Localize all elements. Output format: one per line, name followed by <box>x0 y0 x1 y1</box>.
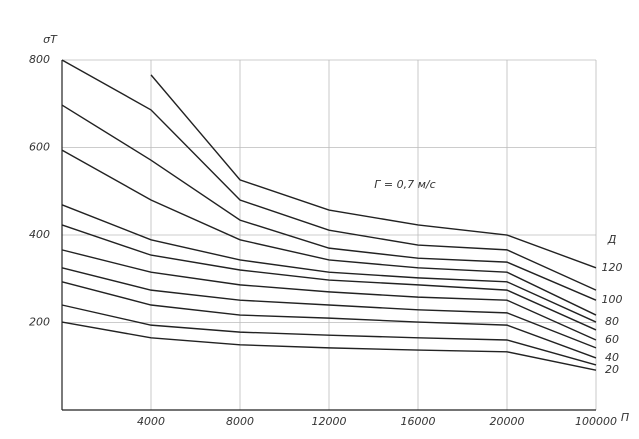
series-label: 60 <box>605 333 619 346</box>
y-tick-label: 600 <box>29 141 50 154</box>
series-label: 20 <box>605 363 619 376</box>
y-tick-label: 400 <box>29 228 50 241</box>
x-axis-label: П <box>621 411 629 424</box>
line-series <box>61 104 597 301</box>
y-tick-label: 800 <box>29 53 50 66</box>
line-series <box>61 224 597 331</box>
x-tick-label: 4000 <box>137 415 165 428</box>
series-label: 100 <box>602 293 623 306</box>
line-series <box>150 74 597 269</box>
x-tick-label: 8000 <box>226 415 254 428</box>
x-tick-label: 20000 <box>490 415 525 428</box>
line-series <box>61 249 597 341</box>
line-series <box>61 304 597 366</box>
legend-title: Д <box>607 233 617 246</box>
line-series <box>61 321 597 371</box>
y-tick-label: 200 <box>29 316 50 329</box>
line-series <box>61 281 597 359</box>
x-tick-label: 12000 <box>312 415 347 428</box>
line-series <box>61 204 597 323</box>
line-series <box>61 149 597 316</box>
series-label: 80 <box>605 315 619 328</box>
line-series <box>61 59 597 291</box>
x-tick-label: 100000 <box>575 415 617 428</box>
y-axis-label: σТ <box>43 33 58 46</box>
line-series <box>61 267 597 349</box>
x-tick-label: 16000 <box>401 415 436 428</box>
series-label: 40 <box>605 351 619 364</box>
series-label: 120 <box>602 261 623 274</box>
annotation: Г = 0,7 м/с <box>374 178 435 191</box>
